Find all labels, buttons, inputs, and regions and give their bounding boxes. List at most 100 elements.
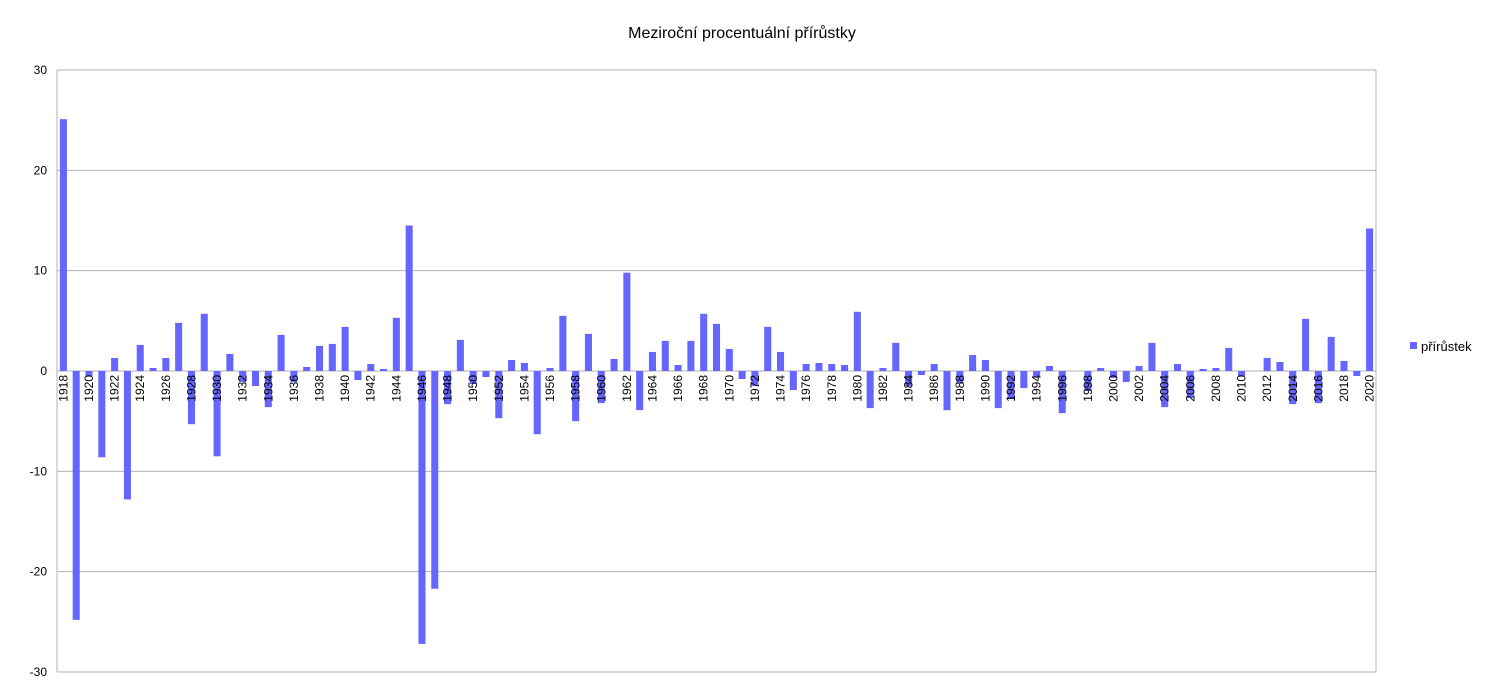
x-tick-label: 1952 (492, 375, 506, 402)
bar-1940 (341, 326, 349, 371)
bar-1943 (380, 368, 388, 371)
bar-1962 (623, 272, 631, 371)
x-tick-label: 1974 (774, 375, 788, 402)
bar-1946 (418, 371, 426, 644)
bar-1937 (303, 366, 311, 371)
bar-1958 (572, 371, 580, 422)
y-tick-label: -20 (30, 565, 48, 579)
y-tick-label: 20 (34, 163, 48, 177)
bar-1931 (226, 353, 234, 371)
bar-1922 (111, 357, 119, 371)
bar-1947 (431, 371, 439, 589)
legend-label: přírůstek (1421, 339, 1472, 354)
bar-1918 (59, 119, 67, 371)
bar-1935 (277, 334, 285, 371)
bar-1990 (981, 359, 989, 371)
gridlines (56, 69, 1377, 673)
bar-1957 (559, 315, 567, 371)
x-tick-label: 1920 (82, 375, 96, 402)
bar-2019 (1353, 371, 1361, 377)
bar-2018 (1340, 360, 1348, 371)
bar-1963 (636, 371, 644, 411)
bar-2020 (1366, 228, 1374, 371)
y-tick-label: 0 (40, 364, 47, 378)
y-tick-label: -10 (30, 464, 48, 478)
x-tick-label: 1918 (56, 375, 70, 402)
x-tick-label: 1938 (313, 375, 327, 402)
bar-1956 (546, 367, 554, 371)
x-tick-label: 1962 (620, 375, 634, 402)
bar-2015 (1302, 318, 1310, 371)
x-tick-label: 2016 (1311, 375, 1325, 402)
bar-1992 (1007, 371, 1015, 400)
x-tick-label: 2008 (1209, 375, 1223, 402)
x-tick-label: 2018 (1337, 375, 1351, 402)
x-tick-label: 1980 (850, 375, 864, 402)
bar-1960 (597, 371, 605, 404)
x-tick-label: 2006 (1183, 375, 1197, 402)
x-tick-label: 1936 (287, 375, 301, 402)
x-tick-label: 1970 (722, 375, 736, 402)
bar-1941 (354, 371, 362, 381)
bar-1954 (520, 362, 528, 371)
bar-2010 (1238, 371, 1246, 377)
x-tick-label: 1940 (338, 375, 352, 402)
bar-1969 (712, 323, 721, 371)
x-tick-label: 1998 (1081, 375, 1095, 402)
bar-1945 (405, 225, 413, 371)
x-tick-label: 1966 (671, 375, 685, 402)
bar-2006 (1186, 371, 1194, 399)
x-tick-label: 1944 (389, 375, 403, 402)
y-axis: 30 20 10 0 -10 -20 -30 (30, 63, 48, 679)
bar-1936 (290, 371, 298, 383)
bar-1952 (495, 371, 503, 419)
bar-1978 (828, 363, 836, 371)
x-tick-label: 1932 (236, 375, 250, 402)
x-tick-label: 1968 (697, 375, 711, 402)
bar-2007 (1199, 368, 1207, 371)
bar-1981 (866, 371, 874, 409)
bar-1950 (469, 371, 477, 385)
bar-1994 (1033, 371, 1041, 378)
x-tick-label: 2020 (1363, 375, 1377, 402)
bar-1996 (1058, 371, 1066, 414)
bar-2012 (1263, 357, 1271, 371)
bar-1964 (648, 351, 656, 371)
x-tick-label: 2000 (1106, 375, 1120, 402)
bar-1974 (777, 351, 785, 371)
bar-1955 (533, 371, 541, 435)
x-tick-label: 1942 (364, 375, 378, 402)
y-tick-label: -30 (30, 665, 48, 679)
x-tick-label: 2002 (1132, 375, 1146, 402)
x-tick-label: 2012 (1260, 375, 1274, 402)
bar-2014 (1289, 371, 1297, 405)
bar-1989 (969, 354, 977, 371)
bar-1959 (584, 333, 592, 371)
bar-2003 (1148, 342, 1156, 371)
bar-2001 (1122, 371, 1130, 383)
bar-1938 (316, 345, 324, 371)
bar-1951 (482, 371, 490, 378)
x-tick-label: 1964 (645, 375, 659, 402)
legend-swatch (1410, 342, 1417, 349)
bar-1982 (879, 367, 887, 371)
bar-1988 (956, 371, 964, 384)
bar-2017 (1327, 336, 1335, 371)
bar-1942 (367, 363, 375, 371)
x-tick-label: 1978 (825, 375, 839, 402)
x-tick-label: 1956 (543, 375, 557, 402)
x-tick-label: 2004 (1158, 375, 1172, 402)
bar-1919 (72, 371, 80, 620)
bar-1977 (815, 362, 823, 371)
bar-1966 (674, 364, 682, 371)
bar-1920 (85, 371, 93, 377)
bar-1921 (98, 371, 106, 458)
bar-1975 (789, 371, 797, 391)
bar-1927 (175, 322, 183, 371)
bar-2008 (1212, 367, 1220, 371)
bar-2005 (1173, 363, 1182, 371)
x-tick-label: 1922 (108, 375, 122, 402)
bar-1934 (264, 371, 272, 408)
bars (59, 119, 1374, 644)
bar-2013 (1276, 361, 1284, 371)
